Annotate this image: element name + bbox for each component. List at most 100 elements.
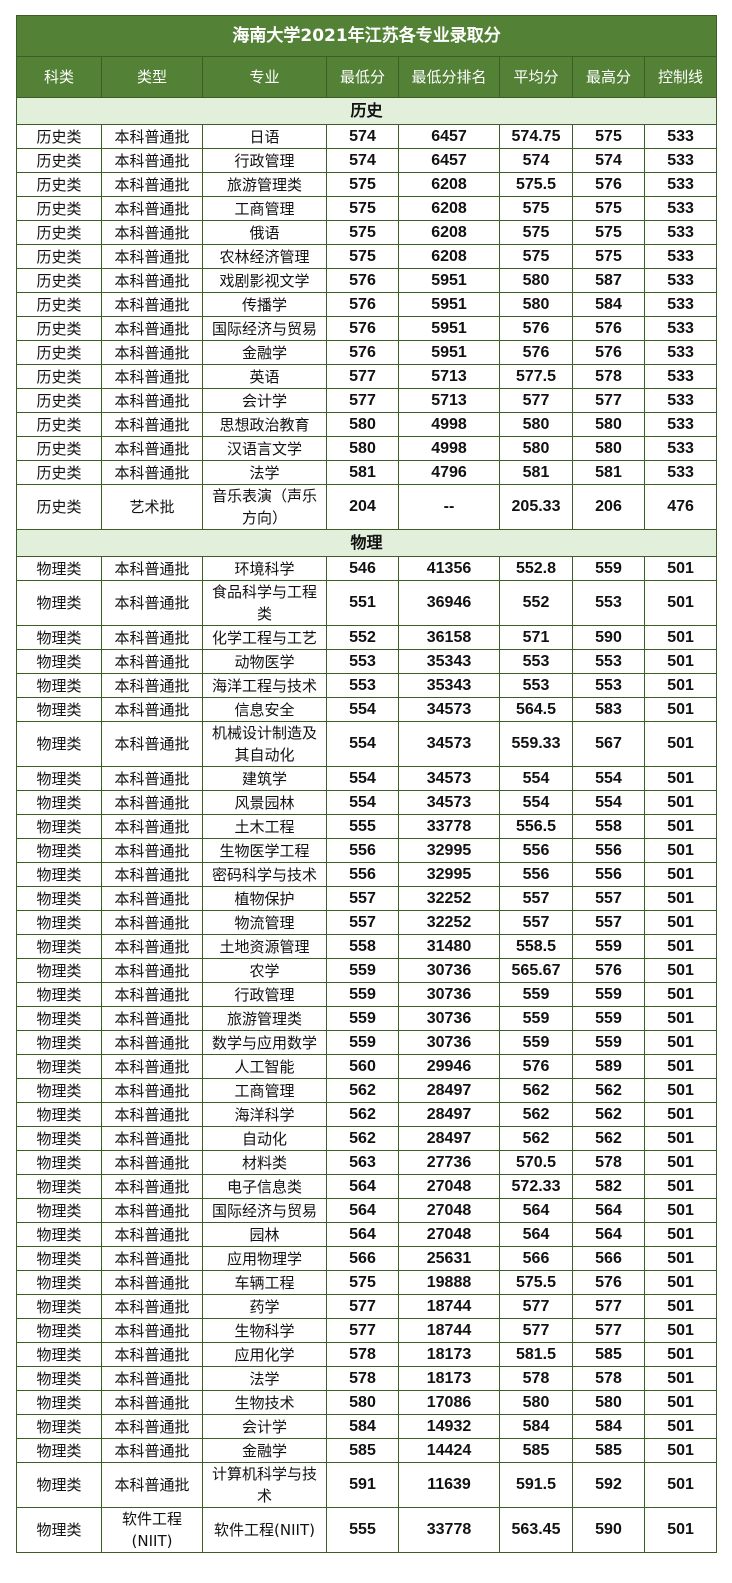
cell-max-score: 585	[572, 1438, 645, 1463]
cell-avg-score: 559	[499, 1030, 573, 1055]
cell-max-score: 574	[572, 148, 645, 173]
cell-min-rank: 30736	[398, 982, 500, 1007]
cell-avg-score: 572.33	[499, 1174, 573, 1199]
cell-control-line: 501	[643, 673, 718, 698]
cell-major: 药学	[202, 1294, 327, 1319]
cell-control-line: 533	[643, 388, 718, 413]
cell-major: 化学工程与工艺	[202, 625, 327, 650]
cell-category: 历史类	[16, 316, 102, 341]
table-row: 历史类 本科普通批 旅游管理类 575 6208 575.5 576 533	[16, 172, 718, 197]
cell-control-line: 501	[643, 814, 718, 839]
cell-category: 物理类	[16, 556, 102, 581]
cell-major: 金融学	[202, 340, 327, 365]
table-row: 物理类 本科普通批 材料类 563 27736 570.5 578 501	[16, 1150, 718, 1175]
cell-avg-score: 564.5	[499, 697, 573, 722]
cell-min-rank: 36946	[398, 580, 500, 626]
cell-max-score: 564	[572, 1198, 645, 1223]
cell-category: 物理类	[16, 1294, 102, 1319]
table-row: 物理类 本科普通批 物流管理 557 32252 557 557 501	[16, 910, 718, 935]
cell-avg-score: 564	[499, 1198, 573, 1223]
cell-control-line: 533	[643, 148, 718, 173]
cell-avg-score: 557	[499, 886, 573, 911]
cell-major: 英语	[202, 364, 327, 389]
table-row: 物理类 本科普通批 化学工程与工艺 552 36158 571 590 501	[16, 625, 718, 650]
cell-min-score: 564	[326, 1198, 399, 1223]
table-row: 历史类 本科普通批 金融学 576 5951 576 576 533	[16, 340, 718, 365]
cell-control-line: 501	[643, 1222, 718, 1247]
cell-min-rank: 34573	[398, 721, 500, 767]
cell-control-line: 501	[643, 1342, 718, 1367]
table-row: 物理类 本科普通批 农学 559 30736 565.67 576 501	[16, 958, 718, 983]
cell-min-score: 580	[326, 1390, 399, 1415]
cell-min-rank: 36158	[398, 625, 500, 650]
cell-min-score: 555	[326, 814, 399, 839]
cell-category: 物理类	[16, 1390, 102, 1415]
table-row: 物理类 本科普通批 工商管理 562 28497 562 562 501	[16, 1078, 718, 1103]
cell-max-score: 580	[572, 436, 645, 461]
table-row: 历史类 本科普通批 法学 581 4796 581 581 533	[16, 460, 718, 485]
cell-avg-score: 564	[499, 1222, 573, 1247]
cell-min-rank: 6208	[398, 196, 500, 221]
column-header-min-rank: 最低分排名	[398, 56, 500, 98]
cell-control-line: 501	[643, 649, 718, 674]
cell-avg-score: 574	[499, 148, 573, 173]
cell-min-score: 559	[326, 982, 399, 1007]
cell-major: 电子信息类	[202, 1174, 327, 1199]
cell-min-score: 559	[326, 1030, 399, 1055]
cell-avg-score: 565.67	[499, 958, 573, 983]
cell-max-score: 587	[572, 268, 645, 293]
cell-min-score: 564	[326, 1222, 399, 1247]
cell-major: 汉语言文学	[202, 436, 327, 461]
cell-category: 物理类	[16, 790, 102, 815]
cell-avg-score: 559	[499, 982, 573, 1007]
cell-min-score: 552	[326, 625, 399, 650]
cell-control-line: 533	[643, 412, 718, 437]
cell-major: 车辆工程	[202, 1270, 327, 1295]
cell-type: 本科普通批	[101, 1270, 203, 1295]
cell-max-score: 584	[572, 292, 645, 317]
table-row: 物理类 本科普通批 国际经济与贸易 564 27048 564 564 501	[16, 1198, 718, 1223]
cell-type: 本科普通批	[101, 1198, 203, 1223]
cell-max-score: 577	[572, 1294, 645, 1319]
cell-major: 物流管理	[202, 910, 327, 935]
cell-category: 物理类	[16, 721, 102, 767]
table-row: 物理类 本科普通批 计算机科学与技术 591 11639 591.5 592 501	[16, 1462, 718, 1508]
cell-category: 物理类	[16, 1462, 102, 1508]
table-row: 物理类 本科普通批 电子信息类 564 27048 572.33 582 501	[16, 1174, 718, 1199]
table-row: 历史类 本科普通批 工商管理 575 6208 575 575 533	[16, 196, 718, 221]
table-row: 物理类 本科普通批 海洋工程与技术 553 35343 553 553 501	[16, 673, 718, 698]
cell-type: 软件工程(NIIT)	[101, 1507, 203, 1553]
cell-min-score: 574	[326, 124, 399, 149]
cell-major: 俄语	[202, 220, 327, 245]
cell-max-score: 590	[572, 625, 645, 650]
cell-avg-score: 553	[499, 649, 573, 674]
cell-max-score: 567	[572, 721, 645, 767]
cell-type: 本科普通批	[101, 886, 203, 911]
cell-min-score: 591	[326, 1462, 399, 1508]
cell-type: 艺术批	[101, 484, 203, 530]
cell-avg-score: 559	[499, 1006, 573, 1031]
cell-max-score: 578	[572, 364, 645, 389]
column-header-category: 科类	[16, 56, 102, 98]
cell-min-rank: 18744	[398, 1294, 500, 1319]
cell-max-score: 553	[572, 649, 645, 674]
table-row: 物理类 软件工程(NIIT) 软件工程(NIIT) 555 33778 563.45 590…	[16, 1507, 718, 1553]
cell-category: 物理类	[16, 1507, 102, 1553]
cell-category: 历史类	[16, 148, 102, 173]
cell-major: 会计学	[202, 1414, 327, 1439]
cell-max-score: 584	[572, 1414, 645, 1439]
cell-avg-score: 578	[499, 1366, 573, 1391]
cell-category: 物理类	[16, 1414, 102, 1439]
cell-type: 本科普通批	[101, 1150, 203, 1175]
cell-avg-score: 576	[499, 316, 573, 341]
cell-category: 物理类	[16, 1174, 102, 1199]
table-row: 历史类 本科普通批 行政管理 574 6457 574 574 533	[16, 148, 718, 173]
cell-category: 物理类	[16, 1438, 102, 1463]
cell-min-score: 204	[326, 484, 399, 530]
cell-min-rank: 4796	[398, 460, 500, 485]
cell-avg-score: 576	[499, 340, 573, 365]
cell-type: 本科普通批	[101, 862, 203, 887]
cell-category: 物理类	[16, 838, 102, 863]
cell-min-score: 577	[326, 1318, 399, 1343]
cell-major: 工商管理	[202, 1078, 327, 1103]
